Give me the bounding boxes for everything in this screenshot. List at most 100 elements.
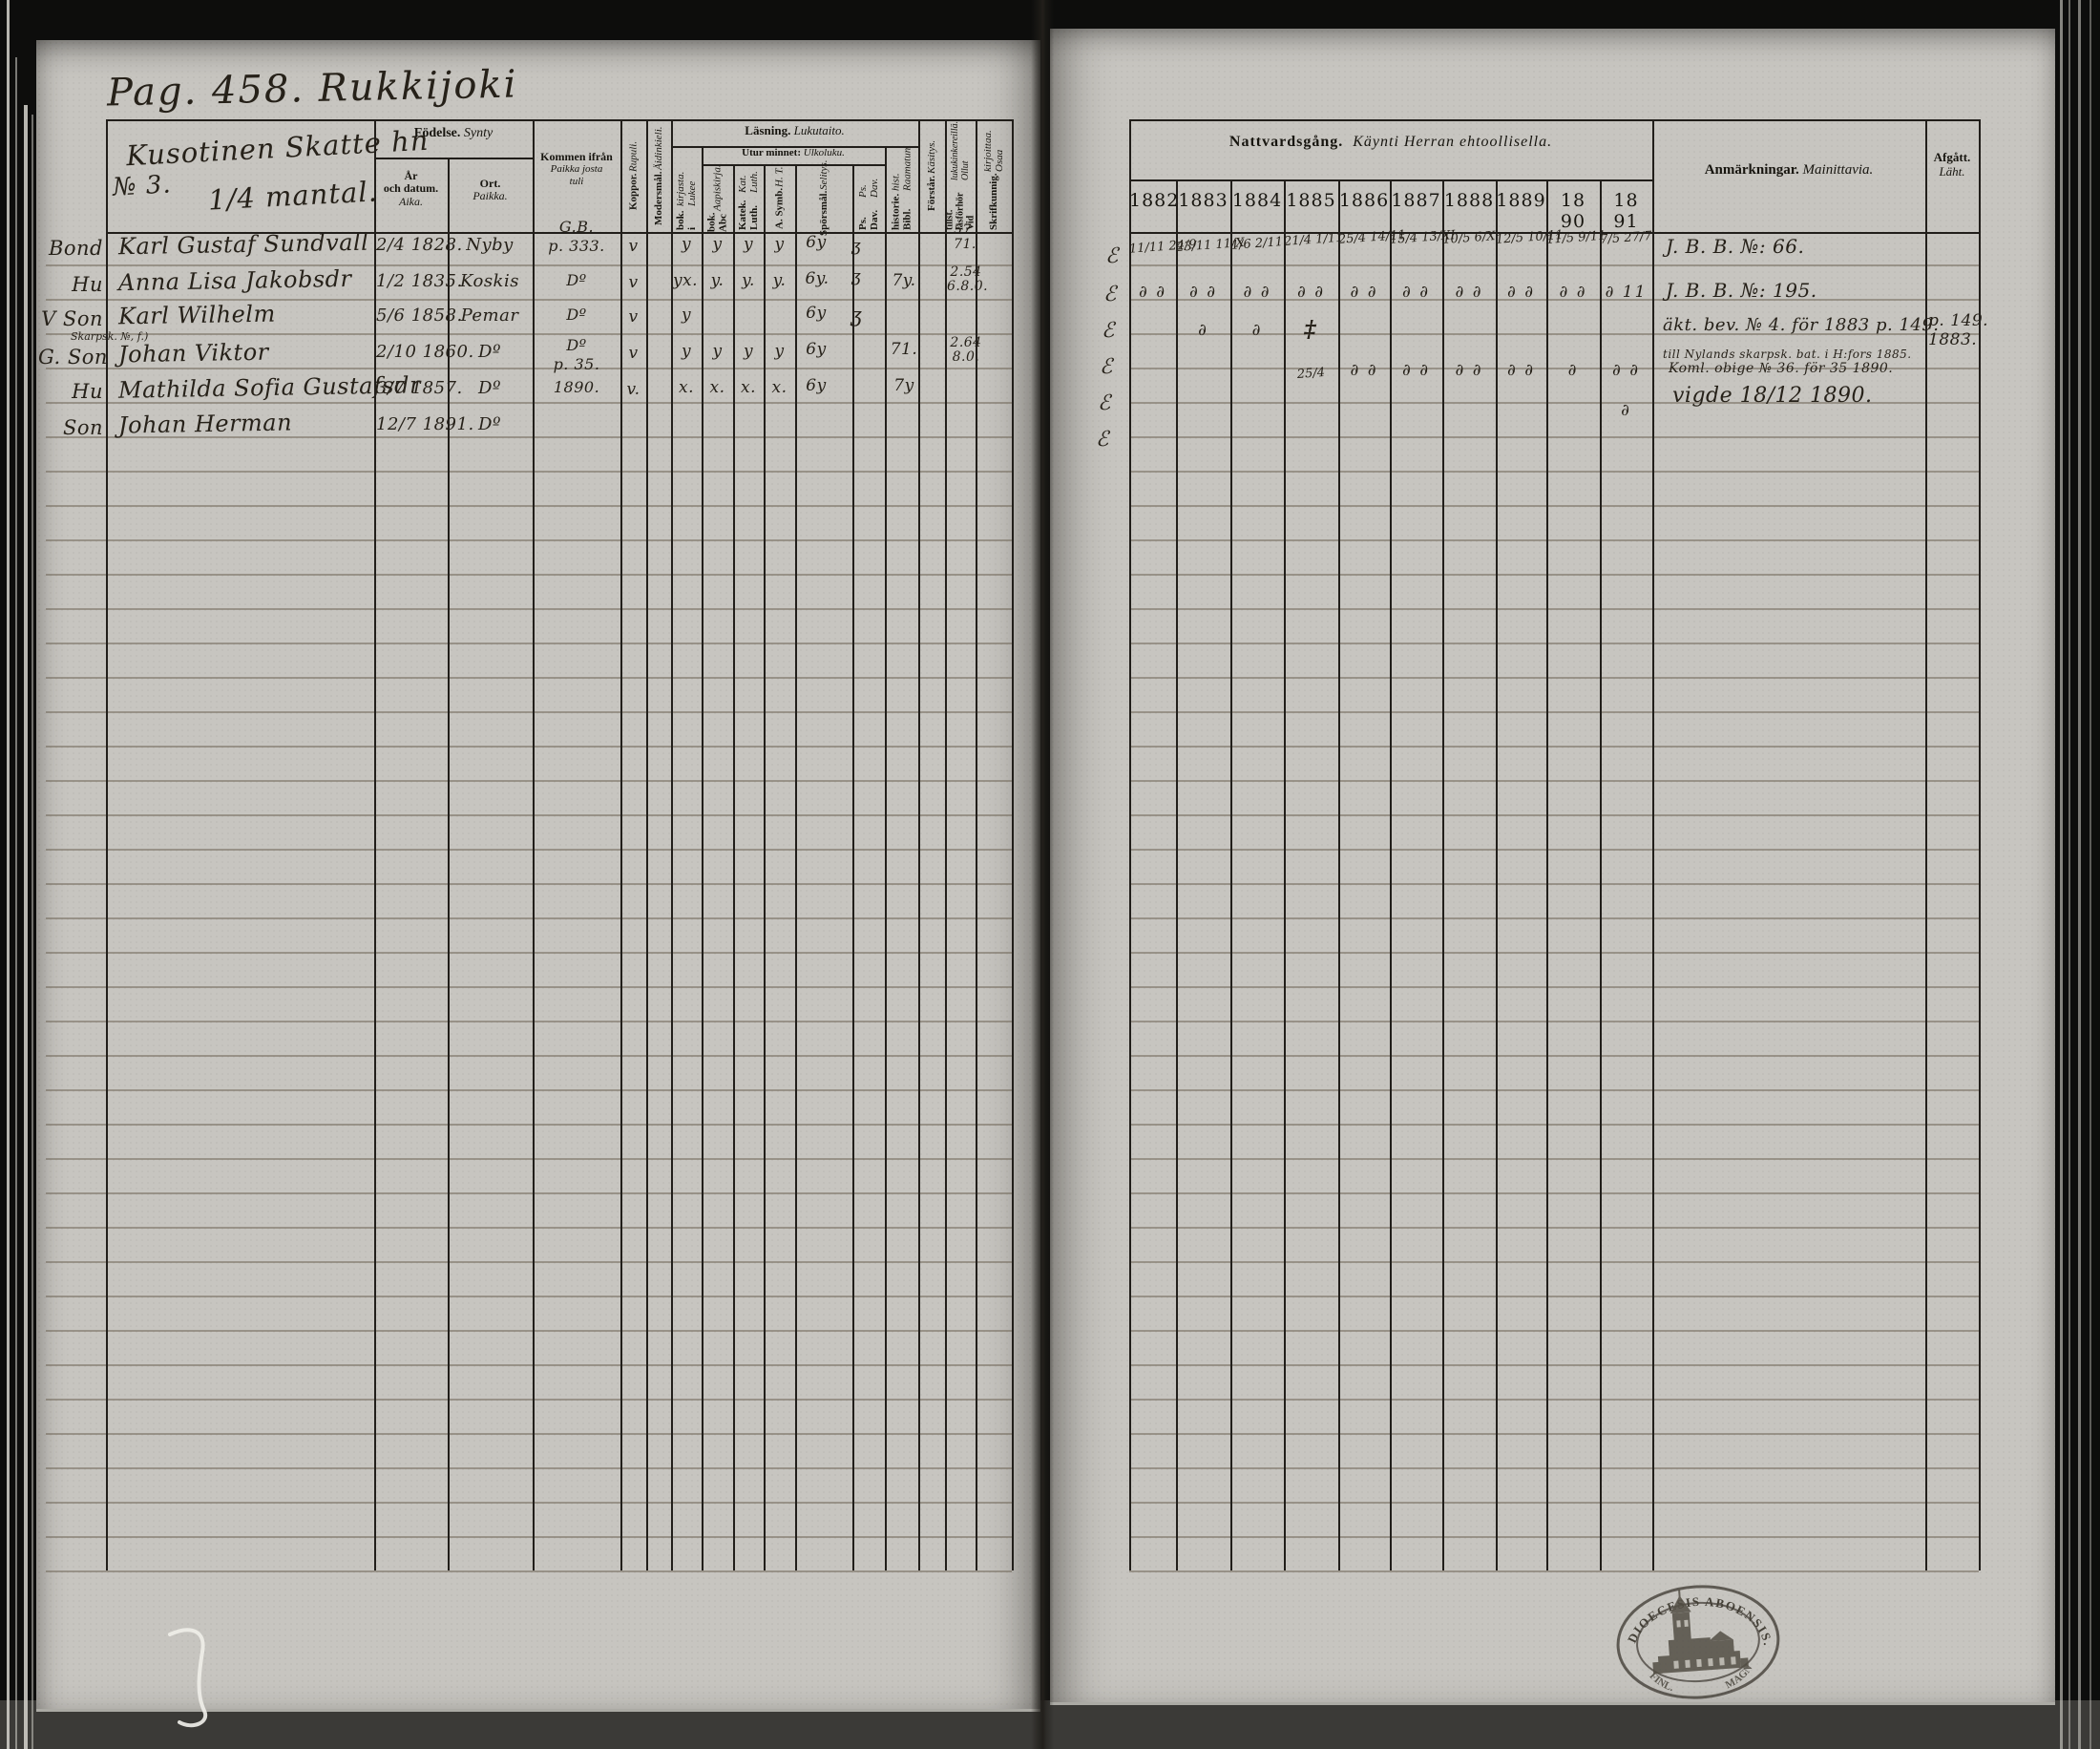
row-relation: Son [62, 416, 103, 439]
grid-line [374, 158, 533, 159]
mark-abc: y [712, 342, 723, 361]
communion-cell: ∂ ∂ [1402, 361, 1430, 380]
header-lasning-fi: Lukutaito. [793, 123, 845, 137]
grid-line [918, 119, 920, 1570]
communion-cell: ∂ [1567, 361, 1579, 380]
stamp-church-illustration [1652, 1590, 1749, 1675]
header-forstar: Förstår. Käsitys. [918, 121, 945, 230]
header-modersmal-sv: Modersmål. [653, 171, 664, 225]
grid-line [374, 119, 376, 1570]
grid-line [976, 119, 977, 1570]
header-skrifkunnig: Skrifkunnig. Osaa kirjoittaa. [976, 121, 1012, 230]
mark-luth: y. [742, 271, 755, 290]
header-fodelse-sv: Födelse. [413, 126, 461, 140]
header-koppor-fi: Rupuli. [627, 141, 640, 173]
header-ort: Ort. Paikka. [448, 177, 533, 203]
header-lasning: Läsning. Lukutaito. [671, 123, 918, 138]
header-lasforhor-fi: Ollut lukukinkereillä. [950, 121, 971, 181]
row-from2: p. 35. [553, 355, 600, 373]
margin-mark: ℰ [1102, 319, 1115, 343]
row-born: 2/10 1860. [376, 342, 474, 362]
grid-line [671, 119, 673, 1570]
remark: J. B. B. №: 66. [1666, 235, 1805, 258]
grid-line [1129, 119, 1979, 121]
mark-sporsmal: 6y [806, 233, 827, 252]
communion-cell: ∂ ∂ [1455, 361, 1483, 380]
header-ar-line2: och datum. [383, 181, 439, 196]
mark-bibl: 7y. [892, 271, 916, 290]
afgatt-entry: p. 149. [1928, 311, 1989, 330]
header-lasforhor: Vid läsförhör tillst. Ollut lukukinkereil… [945, 121, 976, 230]
row-ort: Pemar [460, 306, 519, 326]
mark-davps: ʒ [850, 237, 862, 256]
row-ort: Dº [478, 414, 501, 434]
margin-mark: ℰ [1100, 355, 1113, 379]
row-born: 12/7 1891. [376, 414, 474, 434]
header-forstar-sv: Förstår. [926, 175, 937, 211]
header-koppor: Koppor. Rupuli. [620, 121, 646, 230]
grid-line [646, 119, 648, 1570]
mark-ibok: y [681, 306, 692, 325]
header-ar: År och datum. Aika. [374, 169, 448, 208]
mark-sporsmal: 6y [806, 304, 827, 323]
grid-line [764, 164, 766, 1570]
header-davps-fi: Dav. Ps. [857, 178, 880, 198]
communion-cell: ∂ ∂ [1402, 283, 1430, 302]
header-ort-fi: Paikka. [472, 189, 508, 203]
grid-line [1652, 119, 1654, 1570]
remark: Koml. obige № 36. för 35 1890. [1669, 361, 1894, 376]
margin-mark: ℰ [1096, 428, 1109, 452]
header-bibl-fi: Raamatun hist. [890, 148, 914, 192]
mark-koppor: v [628, 237, 639, 256]
mark-asymb: y. [772, 271, 787, 290]
header-koppor-sv: Koppor. [627, 173, 640, 210]
margin-mark: ℰ [1105, 244, 1119, 268]
mark-lasforhor: 57. 71. [954, 222, 976, 252]
mark-koppor: v [628, 273, 639, 292]
communion-cell: ∂ ∂ [1350, 361, 1378, 380]
page-edge-line [24, 105, 28, 1749]
grid-line [1546, 179, 1548, 1570]
grid-line [702, 146, 704, 1570]
page-title: Pag. 458. Rukkijoki [106, 62, 518, 116]
row-born: 3/7 1857. [376, 378, 463, 398]
grid-line [1129, 232, 1979, 234]
row-name: Johan Viktor [117, 338, 269, 369]
page-edge-line [2078, 0, 2081, 1749]
row-ort: Dº [478, 378, 501, 398]
header-ar-fi: Aika. [399, 194, 423, 208]
row-from: Dº [566, 271, 587, 289]
header-skrifkunnig-fi: Osaa kirjoittaa. [982, 130, 1005, 173]
header-anm-sv: Anmärkningar. [1704, 162, 1799, 178]
header-ibok-fi: Lukee kirjasta. [675, 171, 698, 206]
header-utur-minnet: Utur minnet: Ulkoluku. [702, 147, 885, 158]
header-abc-fi: Aapiskirja. [711, 164, 724, 212]
mark-ibok: x. [679, 378, 694, 397]
grid-line [1284, 179, 1286, 1570]
communion-cell: ∂ ∂ [1139, 283, 1166, 302]
header-sporsmal: Spörsmål. Selitys. [795, 160, 852, 237]
mark-sporsmal: 6y. [805, 269, 830, 288]
page-edge-line [2068, 0, 2070, 1749]
row-born: 2/4 1828. [376, 235, 463, 255]
grid-line [1442, 179, 1444, 1570]
book-gutter [1031, 0, 1054, 1749]
year-column-1890: 18 90 [1560, 190, 1586, 232]
grid-line [106, 119, 1012, 121]
row-name: Karl Wilhelm [117, 300, 276, 330]
page-edge-line [7, 0, 10, 1749]
grid-line [1176, 179, 1178, 1570]
year-column-1891: 18 91 [1613, 190, 1639, 232]
grid-line [1390, 179, 1392, 1570]
mark-koppor: v [628, 344, 639, 363]
mark-ibok: y [681, 342, 692, 361]
mark-luth: x. [741, 378, 756, 397]
mark-asymb: x. [771, 378, 788, 397]
year-column-1889: 1889 [1496, 190, 1546, 211]
header-utur-fi: Ulkoluku. [803, 147, 845, 158]
header-abc-sv: Abc bok. [705, 212, 729, 232]
communion-cell: ∂ ∂ [1612, 361, 1640, 380]
grid-line [1129, 119, 1131, 1570]
row-from: 1890. [553, 378, 600, 396]
mark-abc: y. [710, 271, 724, 290]
